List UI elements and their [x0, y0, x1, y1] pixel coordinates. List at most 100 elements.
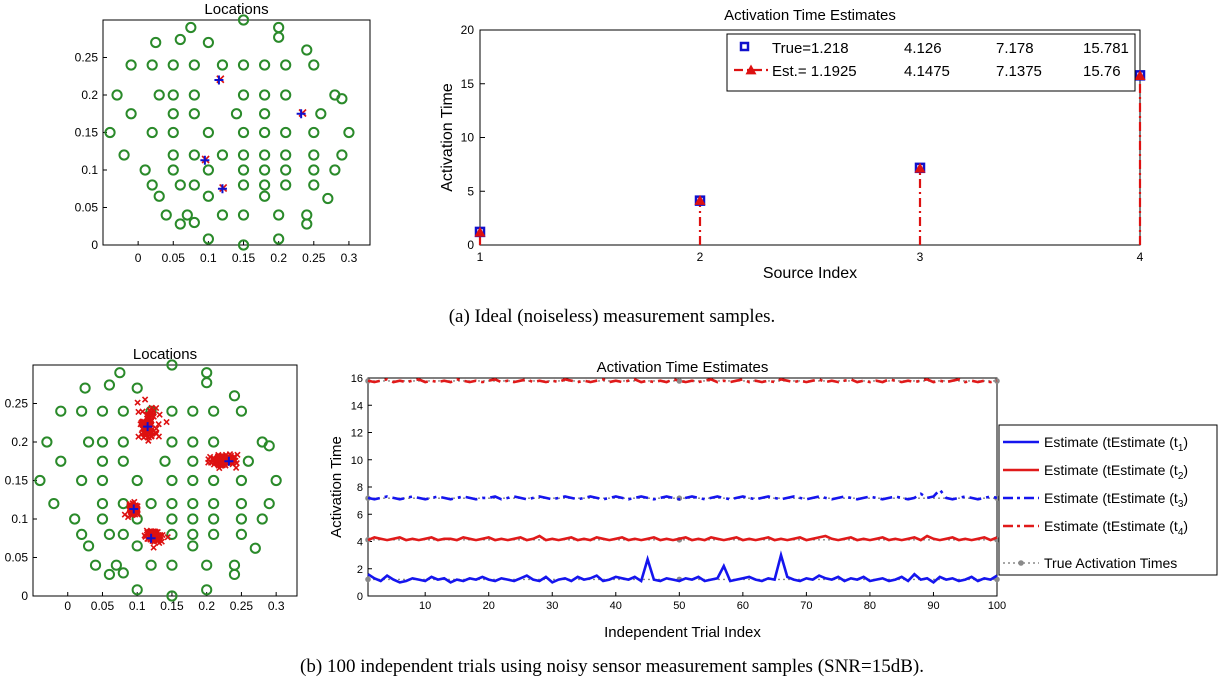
y-tick-label: 14 [351, 400, 363, 412]
x-tick-label: 1 [477, 250, 484, 264]
sensor-marker [260, 150, 269, 159]
sensor-marker [260, 128, 269, 137]
sensor-marker [344, 128, 353, 137]
sensor-marker [98, 499, 107, 508]
series-line-t2 [368, 536, 997, 540]
y-tick-label: 6 [357, 509, 363, 521]
x-tick-label: 0.05 [91, 599, 115, 613]
plot-frame [368, 378, 997, 596]
sensor-marker [309, 150, 318, 159]
sensor-marker [239, 90, 248, 99]
sensor-marker [147, 561, 156, 570]
sensor-marker [218, 210, 227, 219]
sensor-marker [204, 128, 213, 137]
sensor-marker [188, 514, 197, 523]
sensor-marker [119, 407, 128, 416]
sensor-marker [237, 514, 246, 523]
x-tick-label: 0 [135, 251, 142, 265]
y-tick-label: 0 [21, 589, 28, 603]
sensor-marker [167, 476, 176, 485]
estimated-source-marker [164, 419, 169, 424]
x-tick-label: 100 [988, 600, 1006, 612]
sensor-marker [281, 128, 290, 137]
sensor-marker [127, 60, 136, 69]
sensor-marker [115, 368, 124, 377]
sensor-marker [133, 384, 142, 393]
x-axis-label: Independent Trial Index [604, 624, 761, 641]
y-tick-label: 16 [351, 373, 363, 385]
sensor-marker [204, 192, 213, 201]
legend-value: 15.781 [1083, 40, 1129, 57]
sensor-marker [232, 109, 241, 118]
legend: True=1.218 4.126 7.178 15.781Est.= 1.1925 4.… [727, 34, 1135, 91]
sensor-marker [237, 499, 246, 508]
y-tick-label: 10 [351, 455, 363, 467]
estimated-source-marker [135, 400, 140, 405]
sensor-marker [42, 437, 51, 446]
legend-value: 7.1375 [996, 63, 1042, 80]
sensor-marker [265, 499, 274, 508]
legend-paren: ) [1183, 518, 1188, 534]
sensor-marker [274, 210, 283, 219]
sensor-marker [188, 457, 197, 466]
sensor-marker [188, 499, 197, 508]
legend-true-marker [1018, 560, 1024, 566]
legend-paren: ) [1183, 490, 1188, 506]
legend: Estimate (tEstimate (t1)Estimate (tEstim… [999, 425, 1217, 575]
sensor-marker [237, 530, 246, 539]
sensor-marker [188, 541, 197, 550]
series-line-t4 [368, 379, 997, 382]
x-tick-label: 0.05 [162, 251, 186, 265]
sensor-marker [188, 530, 197, 539]
sensor-marker [169, 60, 178, 69]
y-tick-label: 0 [91, 238, 98, 252]
x-tick-label: 0.1 [200, 251, 217, 265]
sensor-marker [239, 165, 248, 174]
y-tick-label: 0.05 [5, 551, 29, 565]
sensor-marker [202, 561, 211, 570]
sensor-marker [188, 407, 197, 416]
sensor-marker [160, 457, 169, 466]
x-tick-label: 20 [483, 600, 495, 612]
estimated-source-marker [142, 397, 147, 402]
legend-paren: ) [1183, 434, 1188, 450]
true-activation-marker [365, 577, 371, 583]
y-tick-label: 20 [461, 23, 475, 37]
sensor-marker [209, 476, 218, 485]
x-tick-label: 0.2 [270, 251, 287, 265]
sensor-marker [77, 476, 86, 485]
x-tick-label: 0.25 [302, 251, 326, 265]
sensor-marker [202, 378, 211, 387]
sensor-marker [316, 109, 325, 118]
sensor-marker [237, 407, 246, 416]
sensor-marker [98, 476, 107, 485]
y-tick-label: 0.1 [11, 512, 28, 526]
sensor-marker [84, 437, 93, 446]
sensor-marker [190, 109, 199, 118]
sensor-marker [230, 391, 239, 400]
sensor-marker [183, 210, 192, 219]
sensor-marker [148, 180, 157, 189]
sensor-marker [167, 437, 176, 446]
x-tick-label: 50 [673, 600, 685, 612]
estimated-source-marker [140, 409, 145, 414]
sensor-marker [281, 60, 290, 69]
sensor-marker [281, 180, 290, 189]
sensor-marker [237, 476, 246, 485]
caption-a: (a) Ideal (noiseless) measurement sample… [449, 306, 776, 327]
sensor-marker [239, 60, 248, 69]
sensor-marker [188, 476, 197, 485]
y-axis-label: Activation Time [328, 436, 345, 538]
sensor-marker [302, 45, 311, 54]
plot-title: Locations [133, 346, 197, 363]
y-tick-label: 0.1 [81, 163, 98, 177]
sensor-marker [239, 150, 248, 159]
legend-value: 15.76 [1083, 63, 1121, 80]
panel-a-activation-plot: Activation Time Estimates 1 2 3 4 0 5 10 15 20 Sou… [439, 7, 1146, 282]
sensor-marker [260, 90, 269, 99]
sensor-marker [147, 499, 156, 508]
sensor-marker [274, 33, 283, 42]
sensor-marker [251, 544, 260, 553]
legend-label: True Activation Times [1044, 555, 1177, 571]
